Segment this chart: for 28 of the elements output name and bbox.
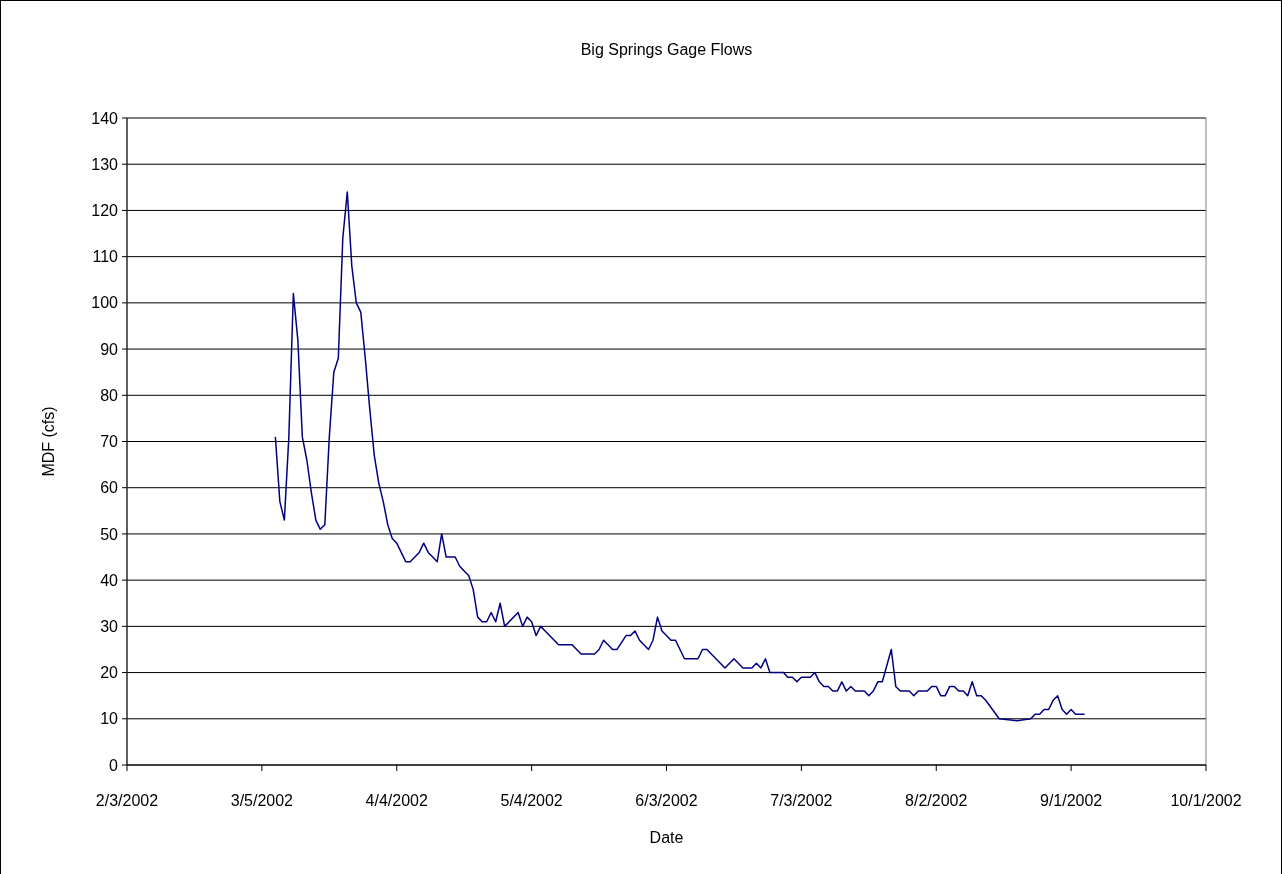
y-tick-label: 120 [91,202,119,220]
line-series [274,191,1086,722]
x-tick-label: 8/2/2002 [905,792,968,809]
x-tick-label: 4/4/2002 [365,792,428,809]
y-tick-label: 70 [100,433,119,451]
x-tick-label: 2/3/2002 [95,792,159,809]
y-tick-label: 140 [91,109,119,127]
y-tick-label: 0 [109,756,119,774]
x-tick-label: 6/3/2002 [635,792,698,809]
x-tick-label: 5/4/2002 [500,792,563,809]
y-tick-label: 10 [100,710,119,728]
y-axis-title: MDF (cfs) [40,406,57,477]
y-tick-label: 90 [100,340,119,358]
y-tick-label: 20 [100,664,119,682]
y-tick-label: 130 [91,155,119,173]
y-tick-label: 40 [100,571,119,589]
y-tick-label: 50 [100,525,119,543]
y-tick-label: 30 [100,617,119,635]
x-tick-label: 7/3/2002 [770,792,833,809]
x-tick-label: 3/5/2002 [230,792,294,809]
chart-title: Big Springs Gage Flows [580,41,753,58]
y-tick-label: 110 [92,248,119,266]
x-tick-label: 9/1/2002 [1039,792,1103,809]
y-tick-label: 80 [100,386,119,404]
y-tick-label: 60 [100,479,119,497]
x-axis-title: Date [649,829,684,846]
y-tick-label: 100 [91,294,119,312]
x-tick-label: 10/1/2002 [1170,792,1242,809]
